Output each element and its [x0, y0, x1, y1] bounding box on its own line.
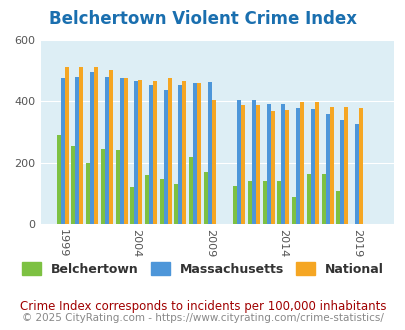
Bar	[145, 175, 149, 224]
Bar	[262, 181, 266, 224]
Bar	[167, 78, 171, 224]
Bar	[193, 83, 197, 224]
Bar	[94, 67, 98, 224]
Bar	[163, 90, 167, 224]
Bar	[75, 77, 79, 224]
Bar	[178, 85, 182, 224]
Bar	[174, 184, 178, 224]
Bar	[252, 100, 256, 224]
Bar	[138, 80, 142, 224]
Bar	[64, 67, 68, 224]
Bar	[189, 157, 193, 224]
Bar	[197, 83, 200, 224]
Bar	[247, 181, 252, 224]
Bar	[233, 186, 237, 224]
Bar	[203, 172, 207, 224]
Bar	[60, 78, 64, 224]
Bar	[211, 100, 215, 224]
Text: © 2025 CityRating.com - https://www.cityrating.com/crime-statistics/: © 2025 CityRating.com - https://www.city…	[22, 314, 383, 323]
Legend: Belchertown, Massachusetts, National: Belchertown, Massachusetts, National	[17, 257, 388, 281]
Bar	[115, 150, 119, 224]
Bar	[354, 124, 358, 224]
Bar	[299, 102, 303, 224]
Bar	[270, 111, 274, 224]
Bar	[149, 85, 153, 224]
Bar	[343, 107, 347, 224]
Bar	[295, 108, 299, 224]
Bar	[321, 174, 325, 224]
Bar	[159, 179, 163, 224]
Bar	[153, 81, 157, 224]
Bar	[71, 146, 75, 224]
Bar	[266, 104, 270, 224]
Bar	[292, 197, 295, 224]
Bar	[90, 72, 94, 224]
Text: Crime Index corresponds to incidents per 100,000 inhabitants: Crime Index corresponds to incidents per…	[20, 300, 385, 313]
Text: Belchertown Violent Crime Index: Belchertown Violent Crime Index	[49, 10, 356, 28]
Bar	[104, 78, 109, 224]
Bar	[119, 78, 123, 224]
Bar	[314, 102, 318, 224]
Bar	[207, 82, 211, 224]
Bar	[335, 191, 339, 224]
Bar	[182, 81, 186, 224]
Bar	[134, 81, 138, 224]
Bar	[325, 115, 329, 224]
Bar	[123, 78, 127, 224]
Bar	[130, 187, 134, 224]
Bar	[339, 120, 343, 224]
Bar	[86, 163, 90, 224]
Bar	[310, 109, 314, 224]
Bar	[57, 135, 60, 224]
Bar	[306, 174, 310, 224]
Bar	[79, 67, 83, 224]
Bar	[277, 181, 281, 224]
Bar	[358, 108, 362, 224]
Bar	[285, 110, 289, 224]
Bar	[109, 70, 113, 224]
Bar	[281, 104, 285, 224]
Bar	[329, 107, 333, 224]
Bar	[241, 105, 245, 224]
Bar	[100, 149, 104, 224]
Bar	[256, 105, 259, 224]
Bar	[237, 100, 241, 224]
